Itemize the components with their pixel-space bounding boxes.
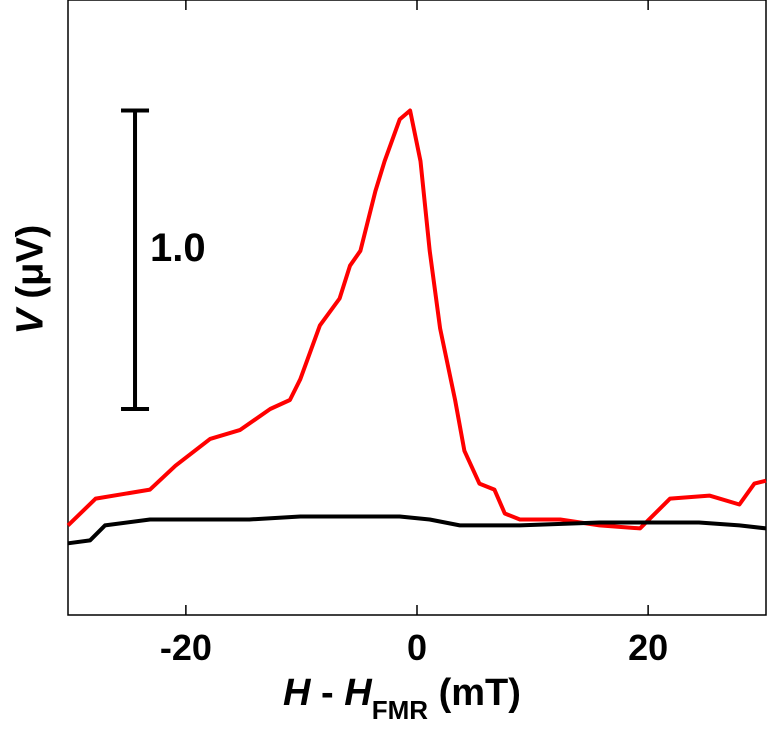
x-label-unit: (mT) (428, 672, 521, 714)
y-label-var: V (9, 309, 52, 335)
x-tick-label: -20 (160, 627, 212, 668)
series-line-0 (66, 108, 767, 531)
x-label-sep: - (310, 672, 345, 714)
y-label-unit: (μV) (9, 224, 52, 310)
x-tick-label: 20 (628, 627, 668, 668)
x-tick-label: 0 (407, 627, 427, 668)
x-axis-label: H - HFMR (mT) (283, 672, 521, 725)
y-axis-label: V (μV) (9, 225, 53, 335)
x-label-subscript: FMR (371, 695, 429, 725)
x-label-var: H (283, 672, 311, 714)
x-label-var2: H (344, 672, 372, 714)
series-line-1 (67, 514, 767, 546)
scale-bar-label: 1.0 (150, 226, 206, 270)
